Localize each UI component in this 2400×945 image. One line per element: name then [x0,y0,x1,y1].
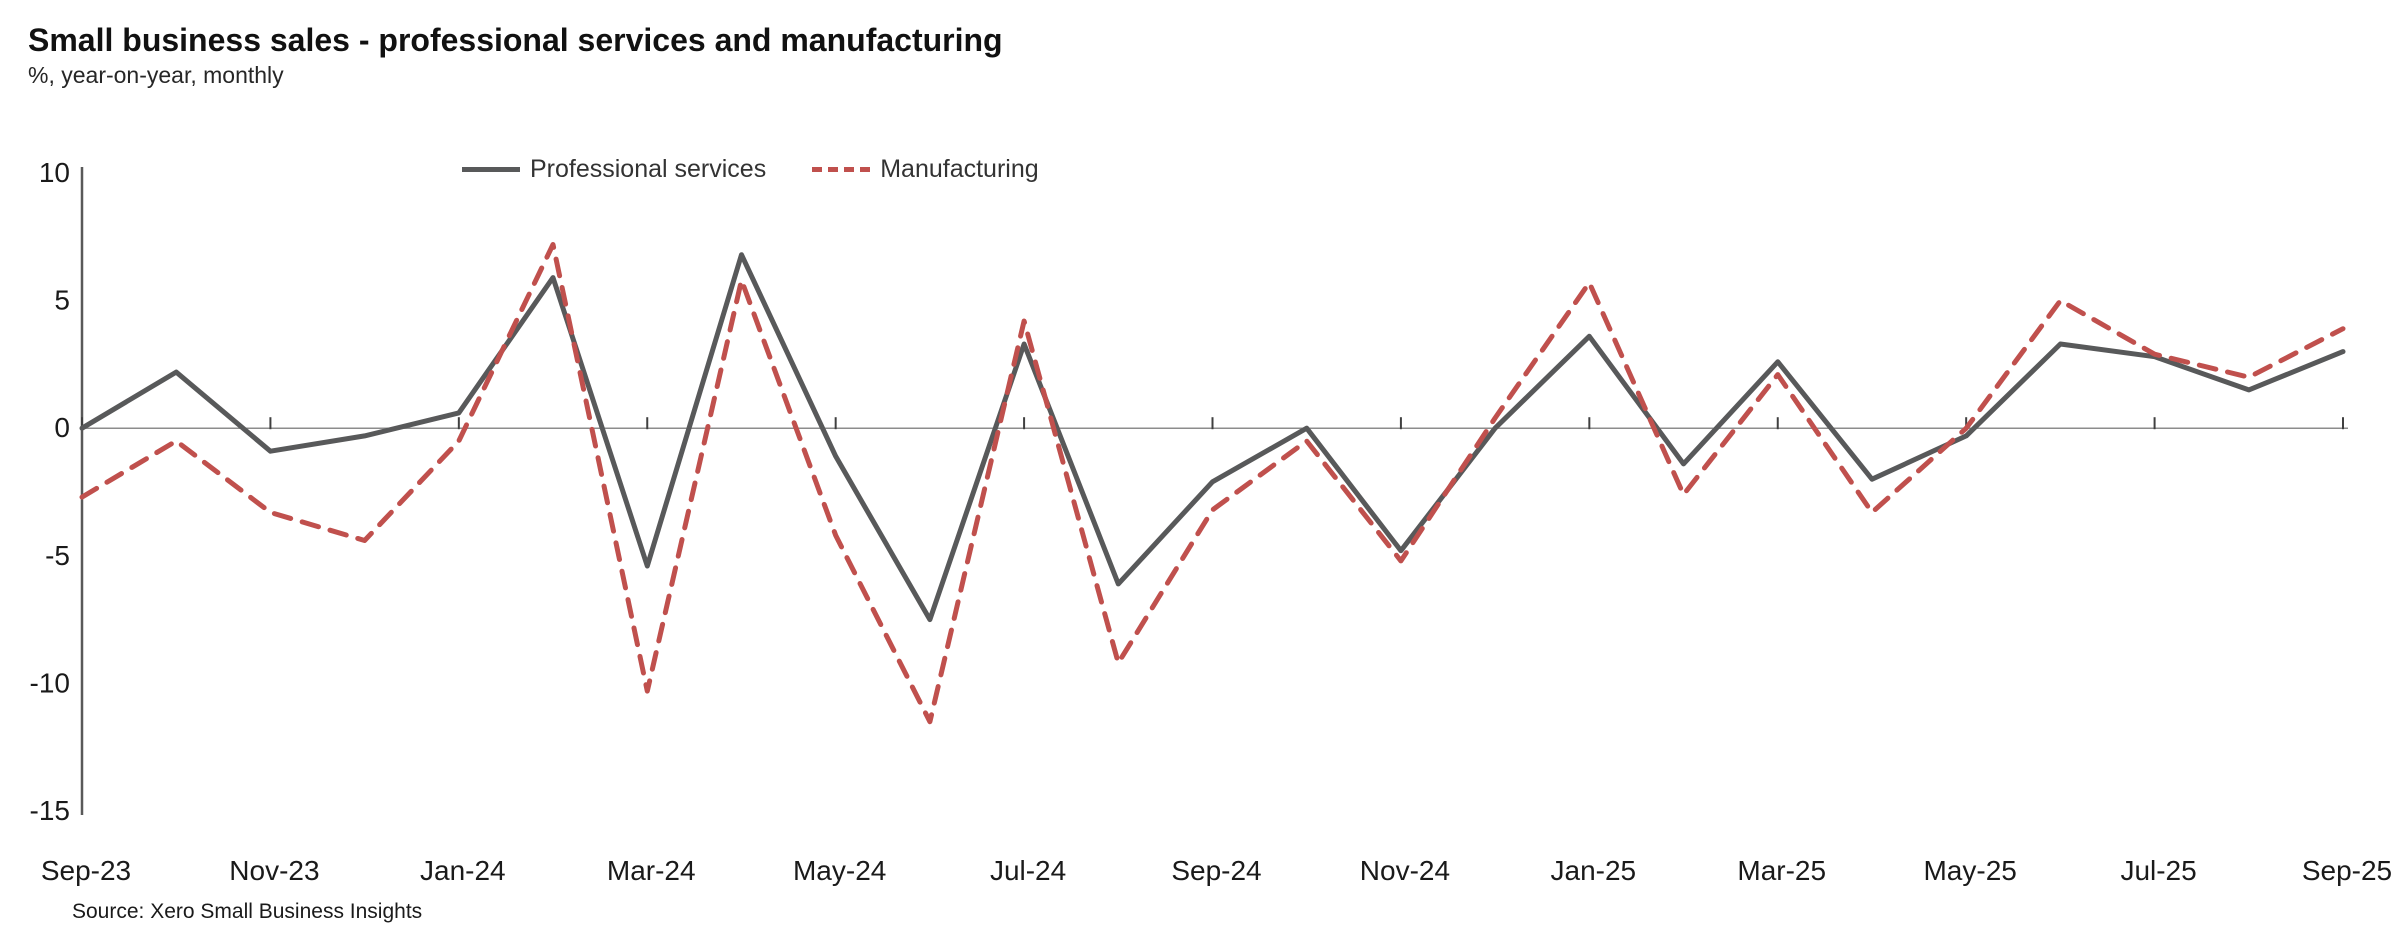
y-tick-label: -15 [30,795,70,826]
dashed-line-swatch-icon [812,167,871,172]
y-tick-label: 10 [39,157,70,188]
x-tick-label: Jul-24 [990,855,1066,886]
x-tick-label: Sep-23 [41,855,131,886]
y-tick-label: -10 [30,667,70,698]
y-tick-label: 0 [54,412,70,443]
solid-line-swatch-icon [462,167,520,172]
x-tick-label: Mar-25 [1737,855,1826,886]
series-line-professional-services [79,252,2346,623]
series-line-manufacturing [79,242,2346,725]
y-tick-label: -5 [45,540,70,571]
legend-label: Professional services [530,155,767,183]
legend-label: Manufacturing [880,155,1039,183]
x-tick-label: Nov-23 [229,855,319,886]
page-title: Small business sales - professional serv… [28,22,1003,58]
chart-legend: Professional services Manufacturing [462,155,1039,184]
x-tick-label: Sep-25 [2302,855,2392,886]
x-tick-label: Mar-24 [607,855,696,886]
x-tick-label: May-24 [793,855,886,886]
x-tick-label: Jan-24 [420,855,506,886]
x-tick-label: Jul-25 [2120,855,2196,886]
legend-item-manufacturing: Manufacturing [812,155,1039,184]
source-note: Source: Xero Small Business Insights [72,900,423,923]
x-tick-label: May-25 [1923,855,2016,886]
legend-item-professional-services: Professional services [462,155,766,184]
y-tick-label: 5 [54,285,70,316]
x-tick-label: Jan-25 [1551,855,1637,886]
x-tick-label: Nov-24 [1360,855,1450,886]
x-tick-label: Sep-24 [1171,855,1261,886]
chart-subtitle: %, year-on-year, monthly [28,62,284,88]
